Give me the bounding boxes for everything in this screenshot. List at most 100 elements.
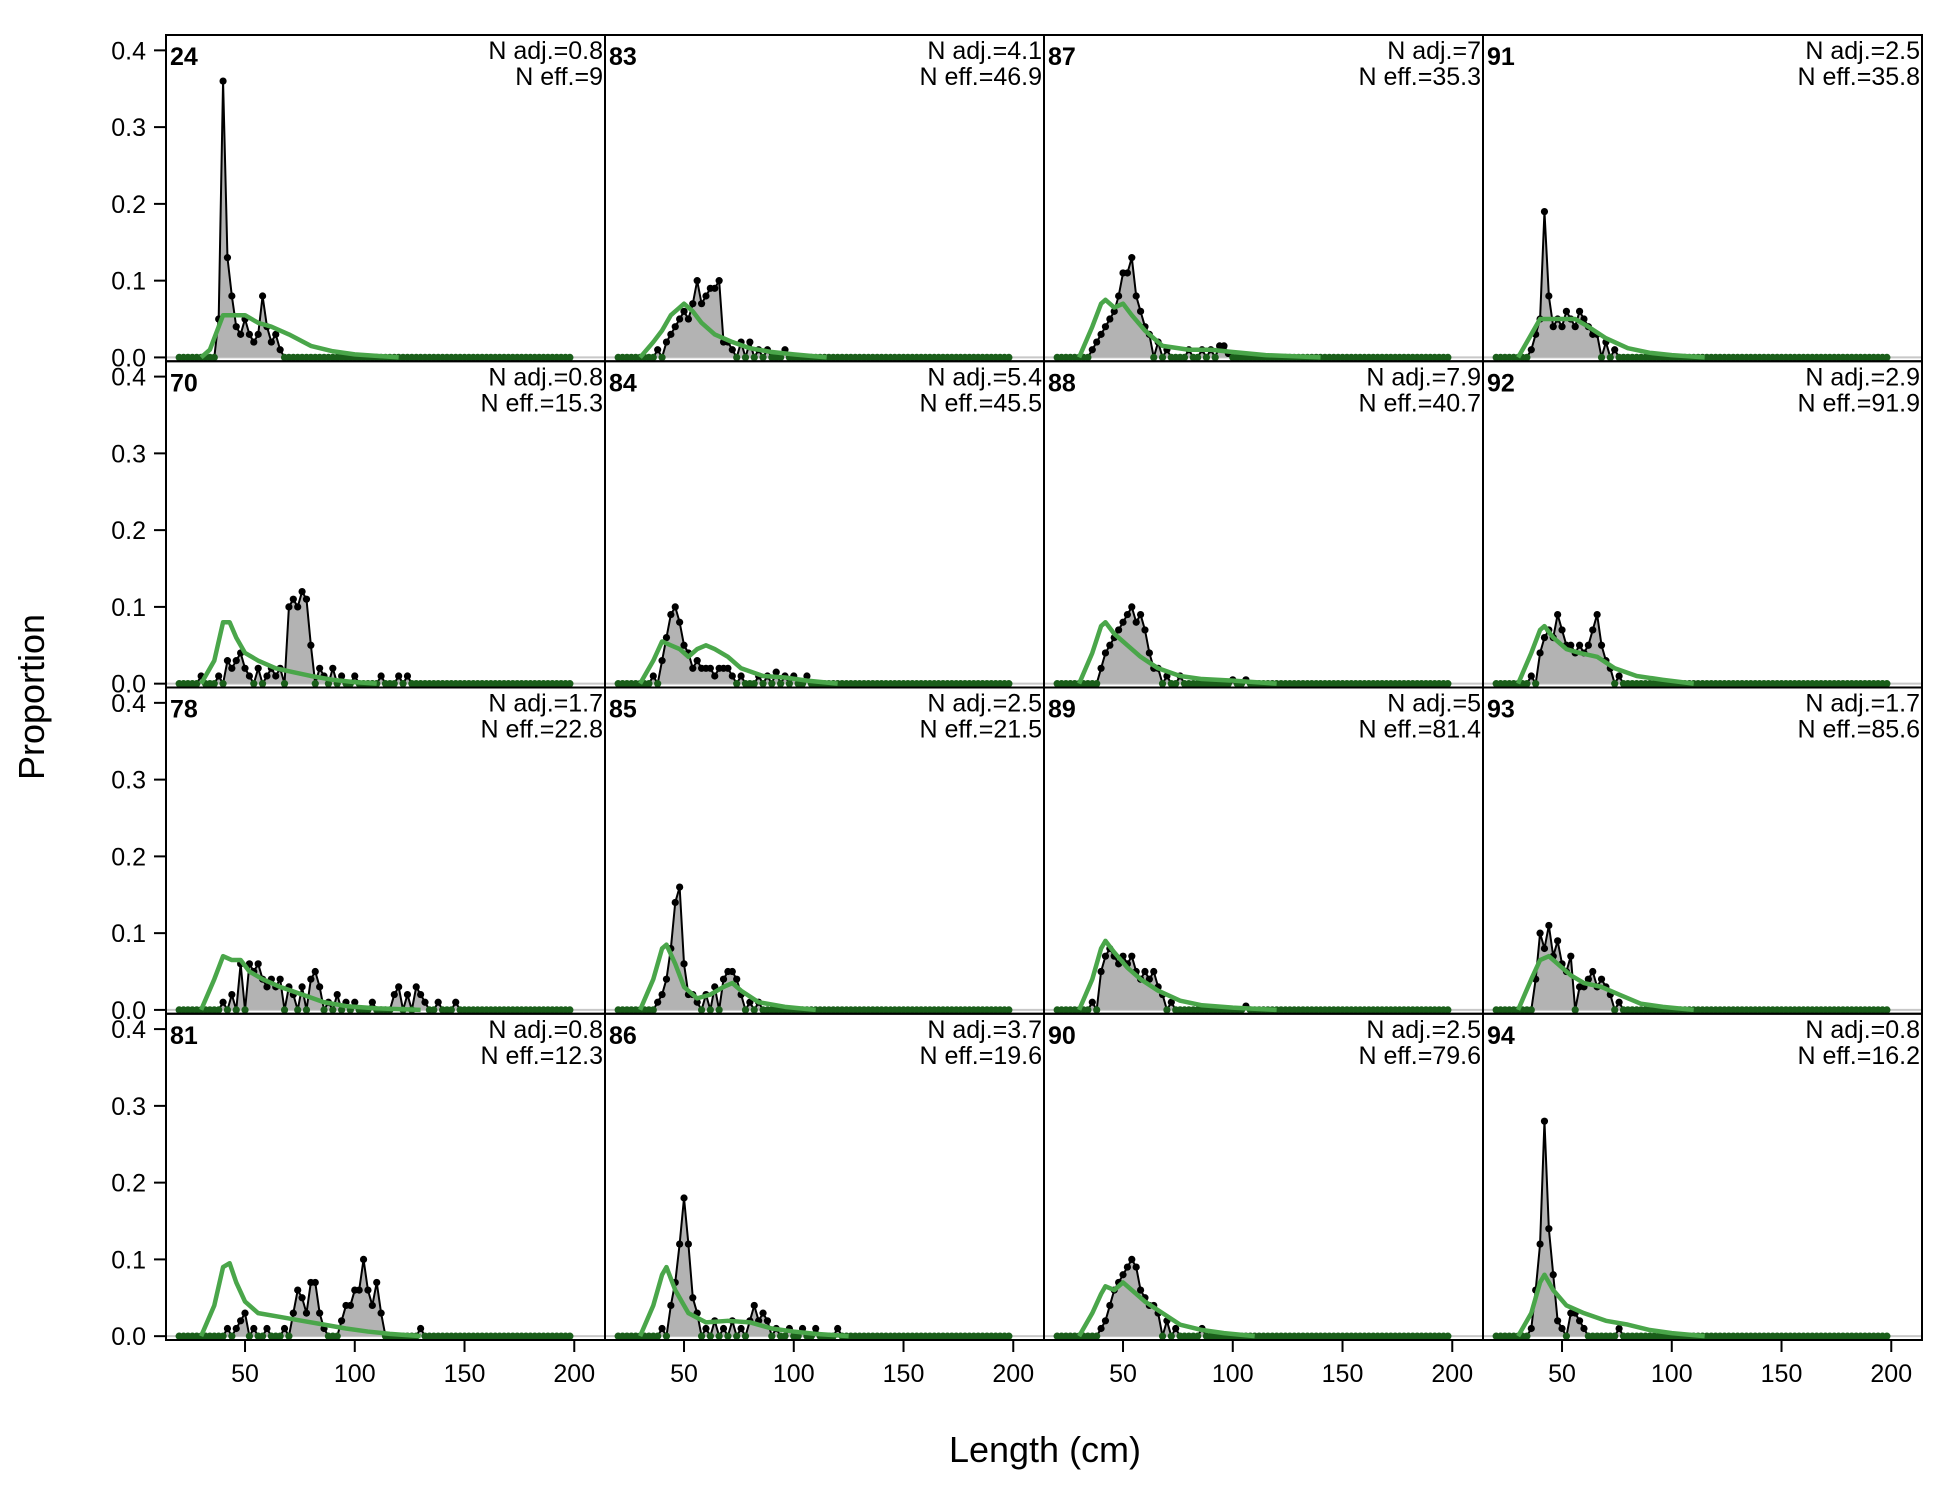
observed-point bbox=[1562, 1332, 1571, 1340]
y-tick-label: 0.0 bbox=[111, 1323, 146, 1351]
observed-point bbox=[364, 1286, 372, 1294]
observed-point bbox=[750, 353, 758, 362]
observed-point bbox=[1606, 353, 1614, 362]
observed-point bbox=[1597, 353, 1606, 362]
observed-point bbox=[1194, 353, 1202, 362]
n-adj-label: N adj.=2.9 bbox=[1805, 363, 1920, 391]
observed-point bbox=[768, 680, 776, 688]
n-eff-label: N eff.=85.6 bbox=[1797, 716, 1920, 744]
x-axis-title: Length (cm) bbox=[949, 1429, 1141, 1470]
observed-point bbox=[711, 672, 719, 680]
observed-point bbox=[193, 680, 201, 688]
observed-point bbox=[719, 975, 728, 983]
observed-point bbox=[1558, 626, 1566, 634]
observed-area bbox=[1057, 948, 1448, 1010]
observed-point bbox=[302, 1006, 311, 1014]
observed-point bbox=[285, 1332, 293, 1340]
observed-point bbox=[1562, 307, 1571, 315]
x-tick-label: 200 bbox=[553, 1360, 595, 1388]
expected-line bbox=[199, 620, 377, 686]
panel-label: 84 bbox=[609, 369, 637, 397]
observed-point bbox=[662, 975, 671, 983]
observed-point bbox=[1123, 269, 1132, 277]
observed-point bbox=[390, 680, 398, 688]
observed-point bbox=[768, 1332, 776, 1340]
observed-point bbox=[346, 1301, 354, 1310]
observed-point bbox=[417, 1324, 425, 1333]
expected-line bbox=[1516, 316, 1705, 360]
observed-area bbox=[1057, 1259, 1448, 1337]
n-eff-label: N eff.=15.3 bbox=[480, 389, 603, 417]
panel-78: 78 N adj.=1.7N eff.=22.8 bbox=[165, 686, 606, 1015]
y-tick-label: 0.0 bbox=[111, 997, 146, 1025]
n-adj-label: N adj.=0.8 bbox=[1805, 1016, 1920, 1044]
observed-point bbox=[1110, 307, 1118, 315]
observed-point bbox=[777, 680, 785, 688]
observed-point bbox=[671, 603, 679, 611]
panel-24: 24 N adj.=0.8N eff.=9 bbox=[165, 34, 606, 363]
observed-point bbox=[654, 998, 662, 1006]
observed-point bbox=[1084, 1006, 1092, 1014]
panel-92: 92 N adj.=2.9N eff.=91.9 bbox=[1482, 360, 1923, 689]
y-tick-label: 0.4 bbox=[111, 1016, 146, 1044]
observed-point bbox=[667, 610, 675, 619]
panel-81: 81 N adj.=0.8N eff.=12.3 bbox=[165, 1012, 606, 1341]
observed-point bbox=[447, 1006, 455, 1014]
observed-point bbox=[1167, 1332, 1175, 1340]
observed-point bbox=[1523, 1332, 1531, 1340]
observed-point bbox=[289, 595, 297, 603]
observed-point bbox=[689, 664, 697, 672]
observed-point bbox=[232, 323, 240, 331]
observed-point bbox=[1584, 975, 1592, 983]
panel-label: 89 bbox=[1048, 696, 1076, 724]
n-adj-label: N adj.=5 bbox=[1387, 690, 1481, 718]
y-tick-label: 0.1 bbox=[111, 594, 146, 622]
observed-area bbox=[618, 606, 1009, 684]
observed-point bbox=[689, 1294, 697, 1302]
observed-point bbox=[1150, 967, 1158, 976]
observed-point bbox=[654, 346, 662, 354]
n-eff-label: N eff.=45.5 bbox=[919, 389, 1042, 417]
observed-point bbox=[228, 1332, 236, 1340]
observed-point bbox=[728, 672, 736, 680]
observed-point bbox=[1141, 626, 1149, 634]
observed-point bbox=[697, 1332, 706, 1340]
panel-label: 87 bbox=[1048, 43, 1076, 71]
panel-label: 88 bbox=[1048, 369, 1076, 397]
panel-label: 78 bbox=[170, 696, 198, 724]
panel-83: 83 N adj.=4.1N eff.=46.9 bbox=[604, 34, 1045, 363]
axes: 0.00.10.20.30.40.00.10.20.30.40.00.10.20… bbox=[111, 37, 1912, 1388]
observed-point bbox=[1527, 346, 1535, 354]
expected-line bbox=[1516, 623, 1694, 686]
observed-point bbox=[697, 1006, 706, 1014]
observed-point bbox=[228, 292, 236, 300]
x-tick-label: 150 bbox=[1322, 1360, 1364, 1388]
observed-point bbox=[272, 672, 280, 680]
observed-point bbox=[1005, 353, 1013, 362]
panel-87: 87 N adj.=7N eff.=35.3 bbox=[1043, 34, 1484, 363]
observed-point bbox=[258, 1332, 267, 1340]
observed-point bbox=[1128, 254, 1136, 262]
observed-point bbox=[219, 998, 227, 1006]
n-adj-label: N adj.=2.5 bbox=[927, 690, 1042, 718]
observed-point bbox=[706, 1332, 714, 1340]
observed-point bbox=[263, 983, 271, 991]
observed-point bbox=[1615, 672, 1623, 680]
observed-point bbox=[1545, 1225, 1553, 1233]
x-tick-label: 100 bbox=[773, 1360, 815, 1388]
observed-point bbox=[316, 664, 324, 672]
observed-point bbox=[280, 1324, 289, 1333]
observed-point bbox=[566, 1332, 574, 1340]
y-tick-label: 0.3 bbox=[111, 440, 146, 468]
observed-point bbox=[302, 1309, 311, 1317]
observed-point bbox=[228, 990, 236, 999]
observed-point bbox=[1088, 346, 1096, 354]
observed-point bbox=[733, 353, 741, 362]
observed-point bbox=[684, 1240, 693, 1248]
observed-point bbox=[680, 641, 688, 649]
observed-point bbox=[1523, 680, 1531, 688]
observed-point bbox=[1536, 1240, 1544, 1248]
observed-point bbox=[1211, 353, 1219, 362]
panel-label: 90 bbox=[1048, 1022, 1076, 1050]
observed-point bbox=[1615, 1324, 1623, 1333]
